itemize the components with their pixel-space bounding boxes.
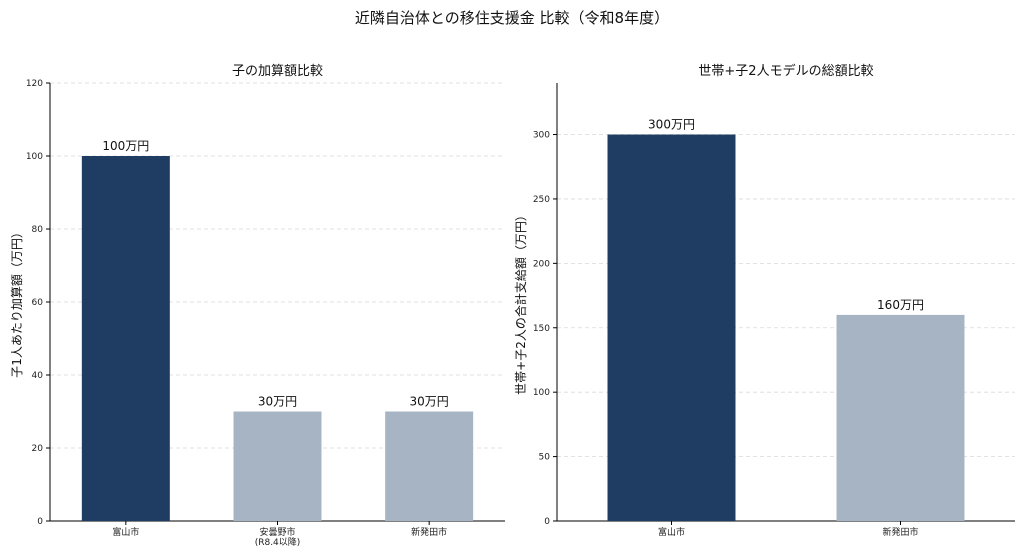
y-tick-label: 80 xyxy=(32,225,44,235)
y-tick-label: 0 xyxy=(37,517,43,527)
bar xyxy=(81,156,170,521)
data-label: 30万円 xyxy=(258,395,297,409)
y-tick-label: 200 xyxy=(533,259,550,269)
data-label: 160万円 xyxy=(877,298,924,312)
bar xyxy=(385,411,474,521)
chart-panel-household-total: 世帯+子2人モデルの総額比較 0 50 100 150 200 250 300 世帯+子2人の合… xyxy=(513,63,1015,538)
x-tick-label: 新発田市 xyxy=(411,526,447,538)
x-tick-label: (R8.4以降) xyxy=(255,536,301,548)
figure-title: 近隣自治体との移住支援金 比較（令和8年度） xyxy=(355,9,669,27)
x-tick-label: 安曇野市 xyxy=(259,526,295,538)
y-tick-label: 100 xyxy=(26,152,43,162)
y-tick-label: 0 xyxy=(544,517,550,527)
data-label: 30万円 xyxy=(410,395,449,409)
subplot-title: 子の加算額比較 xyxy=(232,64,323,79)
x-tick-label: 富山市 xyxy=(658,526,685,538)
bar xyxy=(607,134,736,521)
subplot-title: 世帯+子2人モデルの総額比較 xyxy=(698,63,873,79)
data-label: 300万円 xyxy=(648,118,695,132)
y-axis-label: 子1人あたり加算額（万円） xyxy=(9,226,24,378)
x-tick-label: 富山市 xyxy=(112,526,139,538)
y-tick-label: 250 xyxy=(533,195,550,205)
x-tick-label: 新発田市 xyxy=(882,526,918,538)
y-tick-label: 20 xyxy=(32,444,44,454)
y-tick-label: 40 xyxy=(32,371,44,381)
y-axis-label: 世帯+子2人の合計支給額（万円） xyxy=(513,209,528,395)
y-tick-label: 50 xyxy=(539,453,551,463)
bar xyxy=(836,314,965,521)
y-tick-label: 120 xyxy=(26,79,43,89)
y-tick-label: 100 xyxy=(533,388,550,398)
y-tick-label: 300 xyxy=(533,131,550,141)
bar xyxy=(233,411,322,521)
y-tick-label: 60 xyxy=(32,298,44,308)
data-label: 100万円 xyxy=(102,139,149,153)
chart-panel-child-addition: 子の加算額比較 0 20 40 60 80 100 120 子1人あたり加算額（万円） 100万円… xyxy=(9,64,505,548)
y-tick-label: 150 xyxy=(533,324,550,334)
